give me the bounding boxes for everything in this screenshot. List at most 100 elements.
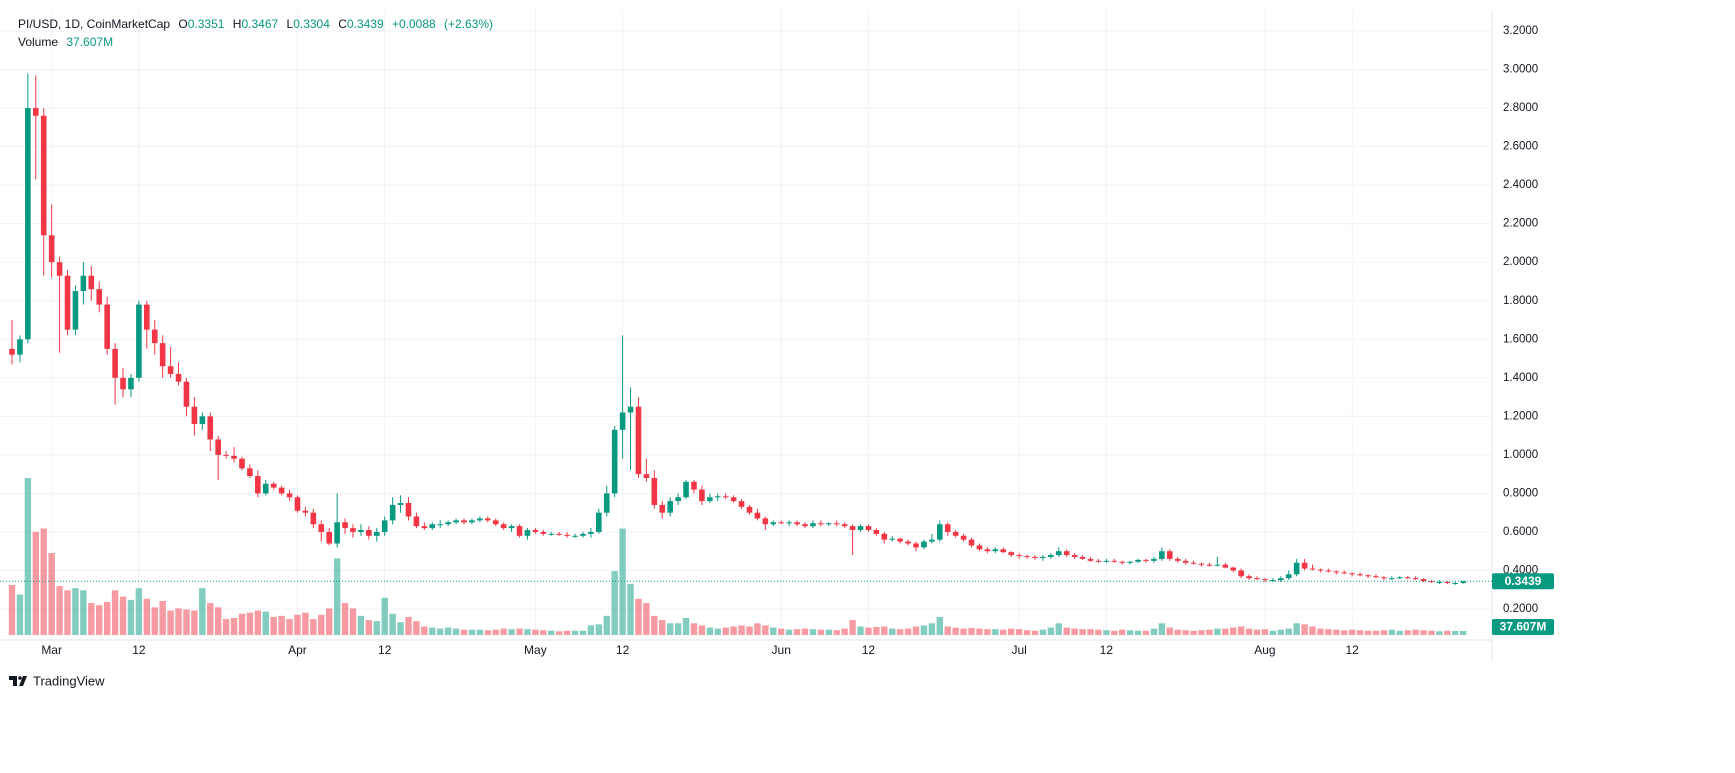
volume-bar [16,594,24,635]
volume-bar [666,623,674,635]
volume-bar [1301,624,1308,635]
volume-bar [1039,629,1047,635]
volume-bar [1190,630,1197,635]
volume-bar [1459,630,1467,635]
candle-body [921,541,927,548]
candle-body [1063,551,1070,556]
volume-bar [968,628,975,635]
volume-bar [540,630,547,635]
candle-body [524,530,531,536]
candle-body [255,476,261,494]
candle-body [1357,574,1363,576]
candle-body [849,526,856,531]
volume-value: 37.607M [66,35,114,49]
candle-body [1396,577,1403,579]
volume-bar [992,629,999,635]
candle-body [1254,578,1260,580]
x-tick-label: Jun [772,643,791,657]
candle-body [1079,556,1086,559]
volume-bar [984,629,991,635]
volume-bar [88,603,95,635]
volume-bar [857,626,864,635]
volume-bar [1158,623,1166,635]
candle-body [564,534,570,536]
volume-bar [492,629,499,635]
volume-bar [928,623,936,635]
candle-body [183,381,190,407]
volume-bar [785,629,793,635]
volume-bar [429,627,436,635]
high-label: H [232,17,242,31]
volume-bar [896,629,904,635]
candle-body [1016,555,1022,557]
volume-bar [603,615,610,635]
volume-bar [444,627,452,635]
volume-bar [714,628,721,635]
x-tick-label: 12 [378,643,392,657]
y-tick-label: 3.0000 [1503,64,1538,76]
candle-body [397,503,404,505]
candle-body [960,535,967,540]
volume-bar [1126,630,1134,635]
candle-body [841,524,848,527]
candle-body [32,108,39,116]
candle-body [199,416,206,425]
candle-body [667,501,673,513]
candle-body [532,530,539,532]
volume-bar [1372,630,1380,635]
volume-bar [365,620,373,635]
candle-body [334,522,340,544]
volume-bar [191,610,198,635]
candle-body [1182,560,1189,563]
volume-bar [238,613,246,635]
candle-body [897,538,903,542]
candle-body [80,275,87,292]
candle-body [286,493,293,498]
candle-body [1024,556,1030,558]
candle-body [326,531,332,544]
candle-body [492,520,499,525]
candle-body [1246,576,1252,579]
volume-bar [1317,628,1324,635]
candle-body [381,520,388,532]
candle-body [64,275,71,330]
x-tick-label: 12 [862,643,876,657]
volume-bar [944,626,951,635]
volume-bar [333,558,341,635]
volume-bar [326,608,333,635]
candle-body [429,524,436,529]
volume-bar [881,626,888,635]
candle-body [619,412,626,430]
candle-body [207,416,214,440]
volume-bar [659,620,666,635]
volume-bar [476,629,484,635]
candle-body [905,541,911,544]
volume-bar [151,607,158,635]
candle-body [738,501,745,507]
candle-body [580,533,586,536]
candle-body [857,526,864,531]
close-label: C [338,17,347,31]
volume-bar [920,625,928,635]
candle-body [421,526,428,529]
low-label: L [286,17,294,31]
logo-mark [9,676,27,686]
logo-dot [18,676,22,680]
volume-bar [500,628,507,635]
volume-bar [381,597,388,635]
candle-body [247,468,253,477]
volume-bar [508,629,515,635]
candles [9,73,1466,585]
candle-body [1349,573,1355,575]
candle-body [865,526,872,531]
candle-body [889,538,896,540]
volume-bar [1015,629,1023,635]
candle-body [1040,556,1046,558]
candle-body [1008,552,1014,556]
y-tick-label: 1.6000 [1503,333,1538,345]
volume-bar [48,553,55,635]
candle-body [1452,582,1459,584]
candle-body [651,477,658,505]
y-tick-label: 2.2000 [1503,218,1538,230]
candle-body [1262,579,1268,581]
